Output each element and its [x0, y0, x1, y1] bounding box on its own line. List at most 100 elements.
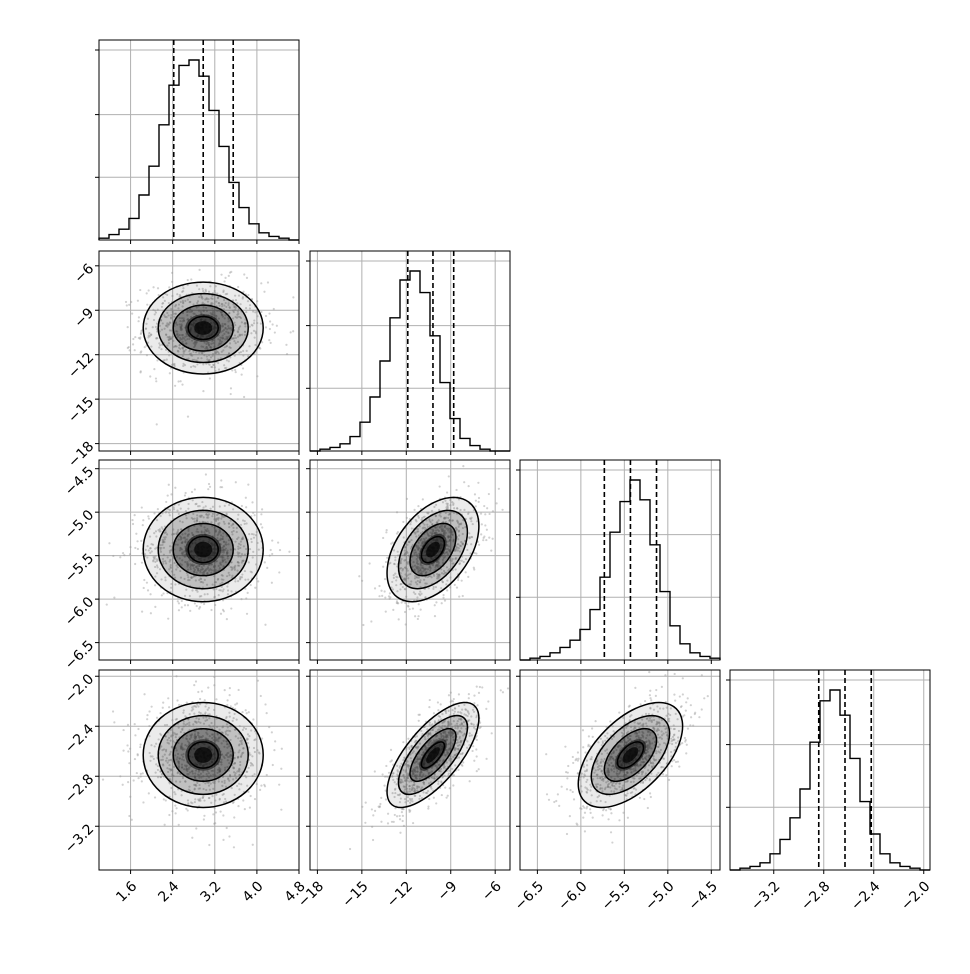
sample-point [187, 809, 189, 811]
sample-point [685, 701, 687, 703]
sample-point [446, 589, 448, 591]
sample-point [380, 797, 382, 799]
sample-point [191, 491, 193, 493]
sample-point [475, 500, 477, 502]
sample-point [414, 615, 416, 617]
sample-point [224, 689, 226, 691]
sample-point [266, 567, 268, 569]
sample-point [476, 704, 478, 706]
sample-point [143, 579, 145, 581]
sample-point [167, 697, 169, 699]
sample-point [627, 817, 629, 819]
scatter-panel-1-4 [95, 670, 299, 874]
sample-point [144, 346, 146, 348]
sample-point [207, 687, 209, 689]
sample-point [266, 774, 268, 776]
sample-point [412, 607, 414, 609]
sample-point [230, 271, 232, 273]
sample-point [129, 546, 131, 548]
sample-point [261, 508, 263, 510]
sample-point [146, 292, 148, 294]
sample-point [589, 808, 591, 810]
sample-point [163, 798, 165, 800]
histogram-step [310, 271, 510, 451]
sample-point [129, 748, 131, 750]
sample-point [374, 770, 376, 772]
sample-point [461, 580, 463, 582]
sample-point [286, 353, 288, 355]
sample-point [403, 825, 405, 827]
sample-point [254, 587, 256, 589]
sample-point [446, 491, 448, 493]
sample-point [584, 830, 586, 832]
sample-point [447, 795, 449, 797]
sample-point [412, 822, 414, 824]
sample-point [256, 783, 258, 785]
sample-point [152, 286, 154, 288]
sample-point [268, 339, 270, 341]
sample-point [106, 603, 108, 605]
sample-point [186, 701, 188, 703]
sample-point [418, 603, 420, 605]
sample-point [142, 524, 144, 526]
sample-point [156, 717, 158, 719]
sample-point [476, 686, 478, 688]
sample-point [164, 824, 166, 826]
sample-point [441, 602, 443, 604]
sample-point [119, 775, 121, 777]
sample-point [488, 493, 490, 495]
sample-point [256, 300, 258, 302]
sample-point [292, 330, 294, 332]
sample-point [229, 694, 231, 696]
sample-point [266, 712, 268, 714]
sample-point [212, 813, 214, 815]
sample-point [210, 609, 212, 611]
sample-point [201, 690, 203, 692]
sample-point [231, 369, 233, 371]
sample-point [378, 585, 380, 587]
sample-point [369, 562, 371, 564]
sample-point [174, 487, 176, 489]
sample-point [399, 832, 401, 834]
sample-point [471, 750, 473, 752]
sample-point [422, 498, 424, 500]
sample-point [684, 740, 686, 742]
sample-point [148, 710, 150, 712]
sample-point [140, 773, 142, 775]
sample-point [241, 711, 243, 713]
sample-point [254, 514, 256, 516]
sample-point [389, 592, 391, 594]
sample-point [276, 325, 278, 327]
sample-point [230, 393, 232, 395]
sample-point [485, 708, 487, 710]
sample-point [441, 794, 443, 796]
sample-point [271, 553, 273, 555]
sample-point [208, 844, 210, 846]
sample-point [141, 562, 143, 564]
sample-point [136, 540, 138, 542]
sample-point [171, 810, 173, 812]
sample-point [161, 594, 163, 596]
sample-point [548, 799, 550, 801]
sample-point [102, 778, 104, 780]
sample-point [174, 385, 176, 387]
sample-point [462, 761, 464, 763]
sample-point [607, 818, 609, 820]
sample-point [270, 342, 272, 344]
sample-point [242, 291, 244, 293]
sample-point [222, 814, 224, 816]
sample-point [409, 810, 411, 812]
sample-point [122, 750, 124, 752]
sample-point [290, 331, 292, 333]
sample-point [484, 524, 486, 526]
sample-point [267, 281, 269, 283]
density-shade [194, 542, 212, 558]
sample-point [402, 815, 404, 817]
sample-point [129, 796, 131, 798]
sample-point [134, 336, 136, 338]
sample-point [252, 512, 254, 514]
sample-point [433, 797, 435, 799]
sample-point [468, 697, 470, 699]
sample-point [488, 537, 490, 539]
